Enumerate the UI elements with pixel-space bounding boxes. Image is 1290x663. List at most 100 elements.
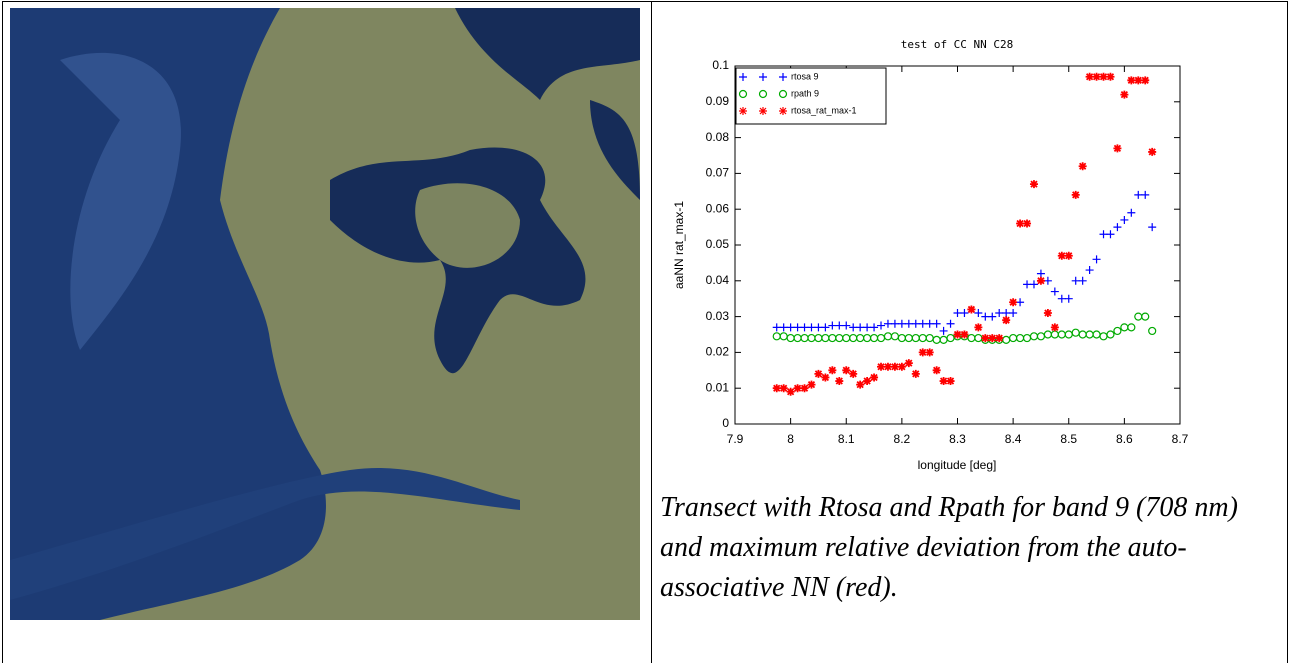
point	[1127, 208, 1136, 217]
point	[1085, 72, 1094, 81]
point	[1036, 276, 1045, 285]
point	[1050, 330, 1059, 339]
point	[1134, 312, 1143, 321]
point	[918, 333, 927, 343]
satellite-image	[10, 8, 640, 620]
point	[1113, 223, 1122, 232]
point	[842, 321, 851, 330]
y-tick-label: 0.09	[706, 94, 730, 108]
point	[779, 332, 788, 341]
point	[1071, 276, 1080, 285]
point	[800, 323, 809, 332]
point	[946, 319, 955, 328]
point	[814, 369, 823, 378]
point	[1071, 328, 1080, 337]
point	[1064, 251, 1073, 260]
x-tick-label: 8	[787, 432, 794, 446]
point	[960, 309, 969, 318]
point	[814, 323, 823, 332]
point	[1113, 144, 1122, 153]
point	[863, 333, 872, 343]
point	[793, 384, 802, 393]
point	[877, 321, 886, 330]
point	[981, 312, 990, 321]
point	[1092, 255, 1101, 264]
caption: Transect with Rtosa and Rpath for band 9…	[660, 492, 1238, 603]
point	[779, 384, 788, 393]
point	[1009, 333, 1018, 343]
legend-marker	[759, 107, 767, 115]
point	[939, 335, 948, 344]
point	[807, 333, 816, 343]
legend-marker	[739, 107, 747, 115]
point	[1148, 223, 1157, 232]
point	[932, 319, 941, 328]
legend-label: rtosa 9	[791, 71, 819, 81]
y-tick-label: 0.07	[706, 166, 730, 180]
point	[925, 348, 934, 357]
point	[953, 330, 962, 339]
point	[911, 369, 920, 378]
point	[1057, 294, 1066, 303]
point	[1029, 280, 1038, 289]
point	[1085, 266, 1094, 275]
point	[1127, 323, 1136, 332]
point	[1141, 76, 1150, 85]
y-tick-label: 0.04	[706, 273, 730, 287]
x-tick-label: 8.7	[1172, 432, 1189, 446]
point	[1023, 280, 1032, 289]
point	[918, 319, 927, 328]
point	[821, 333, 830, 343]
point	[1002, 316, 1011, 325]
point	[890, 362, 899, 371]
point	[849, 369, 858, 378]
point	[1036, 332, 1046, 341]
legend-marker	[778, 89, 788, 99]
point	[1050, 323, 1059, 332]
point	[960, 330, 969, 339]
point	[1043, 330, 1052, 339]
point	[1057, 330, 1066, 339]
point	[1134, 76, 1143, 85]
x-tick-label: 8.6	[1116, 432, 1133, 446]
point	[1043, 309, 1052, 318]
point	[1106, 330, 1115, 339]
point	[911, 333, 920, 343]
point	[800, 333, 809, 343]
point	[1099, 230, 1108, 239]
point	[870, 323, 879, 332]
point	[1092, 330, 1101, 339]
point	[925, 333, 934, 343]
point	[1148, 147, 1157, 156]
chart-title: test of CC NN C28	[901, 38, 1014, 51]
point	[772, 384, 781, 393]
point	[828, 321, 837, 330]
point	[939, 377, 948, 386]
point	[904, 359, 913, 368]
point	[911, 319, 920, 328]
point	[1120, 90, 1129, 99]
x-tick-label: 8.2	[894, 432, 911, 446]
point	[897, 319, 906, 328]
point	[772, 323, 781, 332]
point	[856, 333, 865, 343]
point	[1015, 333, 1025, 343]
point	[842, 366, 851, 375]
point	[981, 334, 990, 343]
point	[932, 335, 941, 344]
point	[870, 373, 879, 382]
point	[953, 309, 962, 318]
legend-marker	[738, 89, 748, 99]
point	[821, 373, 830, 382]
y-tick-label: 0.06	[706, 201, 730, 215]
point	[1036, 269, 1045, 278]
point	[1023, 219, 1032, 228]
point	[1064, 330, 1073, 339]
point	[842, 333, 851, 343]
point	[856, 380, 865, 389]
legend-marker	[759, 73, 767, 81]
point	[1141, 190, 1150, 199]
point	[786, 323, 795, 332]
point	[1029, 332, 1039, 341]
